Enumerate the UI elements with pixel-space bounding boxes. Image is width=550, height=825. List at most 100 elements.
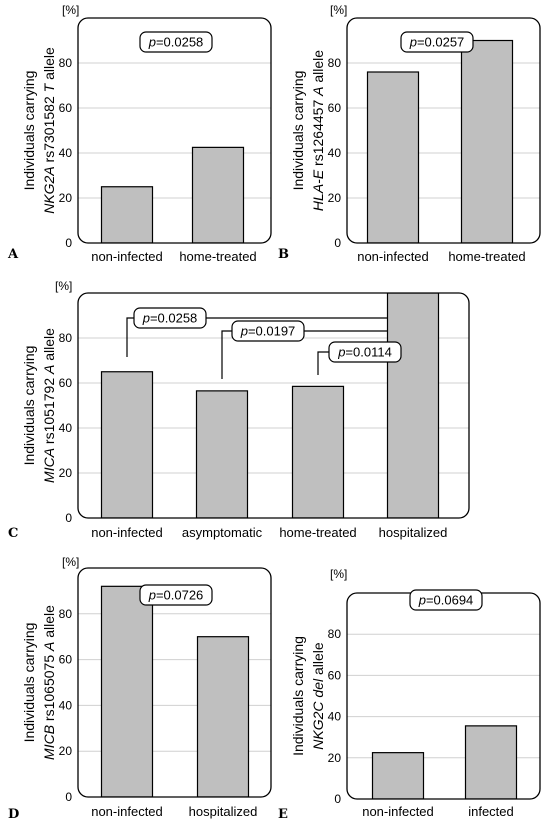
- p-value-label: p=0.0257: [409, 35, 465, 50]
- y-tick-label: 80: [59, 56, 73, 70]
- gene-name: MICB: [41, 725, 57, 760]
- gene-name: NKG2A: [41, 166, 57, 213]
- bar-non-infected: [100, 585, 154, 797]
- x-category-label: non-infected: [91, 249, 163, 264]
- bar-home-treated: [191, 146, 245, 243]
- x-category-label: home-treated: [279, 525, 356, 540]
- p-value-box: [231, 320, 305, 342]
- y-unit-label: [%]: [62, 555, 79, 569]
- x-category-label: asymptomatic: [182, 525, 263, 540]
- y-tick-label: 0: [65, 790, 72, 804]
- p-value-box: [400, 31, 474, 53]
- bar-hospitalized: [196, 636, 250, 797]
- chart-panel-e: 0 20 40 60 80 [%] non-infected infected Individu…: [278, 567, 541, 822]
- y-tick-label: 80: [59, 607, 73, 621]
- p-value-box: [328, 341, 402, 363]
- y-tick-label: 0: [65, 511, 72, 525]
- bar-hospitalized: [386, 293, 440, 518]
- x-category-label: non-infected: [357, 249, 429, 264]
- p-value-label: p=0.0197: [240, 324, 296, 339]
- panel-letter: D: [8, 807, 19, 822]
- p-value-label: p=0.0258: [142, 311, 198, 326]
- bars: [100, 146, 245, 243]
- bar-home-treated: [291, 385, 345, 518]
- p-value-box: [133, 307, 207, 329]
- y-unit-label: [%]: [55, 279, 72, 293]
- y-tick-label: 40: [328, 710, 342, 724]
- chart-panel-d: 0 20 40 60 80 [%] non-infected hospitalized Indi…: [8, 555, 272, 822]
- y-tick-label: 0: [334, 236, 341, 250]
- chart-panel-b: 0 20 40 60 80 [%] non-infected home-treated Indi…: [278, 3, 541, 264]
- y-tick-label: 80: [328, 627, 342, 641]
- bar-home-treated: [460, 39, 514, 243]
- bar-asymptomatic: [195, 390, 249, 518]
- panel-letter: C: [8, 526, 18, 541]
- panel-letter: E: [278, 807, 288, 822]
- plot-frame: [77, 17, 272, 244]
- y-unit-label: [%]: [330, 567, 347, 581]
- y-tick-label: 80: [328, 56, 342, 70]
- y-tick-label: 0: [334, 792, 341, 806]
- bars: [100, 293, 440, 518]
- y-tick-label: 20: [59, 466, 73, 480]
- y-axis-label-line2: MICA rs1051792 A allele: [41, 328, 57, 483]
- x-category-label: home-treated: [448, 249, 525, 264]
- y-tick-label: 60: [59, 376, 73, 390]
- plot-frame: [346, 17, 541, 244]
- p-value-box: [409, 589, 483, 611]
- y-axis-label-line1: Individuals carrying: [21, 623, 37, 743]
- bar-non-infected: [371, 752, 425, 799]
- gene-name: MICA: [41, 448, 57, 483]
- x-category-label: hospitalized: [189, 804, 258, 819]
- y-tick-label: 40: [59, 421, 73, 435]
- y-tick-label: 20: [59, 744, 73, 758]
- p-value-label: p=0.0694: [418, 593, 474, 608]
- y-tick-label: 60: [59, 653, 73, 667]
- x-category-label: home-treated: [179, 249, 256, 264]
- y-tick-label: 60: [328, 668, 342, 682]
- y-tick-label: 40: [59, 146, 73, 160]
- x-category-label: hospitalized: [379, 525, 448, 540]
- y-tick-label: 20: [328, 191, 342, 205]
- y-tick-label: 20: [328, 751, 342, 765]
- p-value-label: p=0.0258: [148, 35, 204, 50]
- gene-name: HLA-E: [310, 169, 326, 211]
- y-axis-label-line2: NKG2A rs7301582 T allele: [41, 47, 57, 214]
- y-tick-label: 0: [65, 236, 72, 250]
- bar-non-infected: [100, 371, 154, 518]
- y-tick-label: 20: [59, 191, 73, 205]
- y-axis-label-line1: Individuals carrying: [21, 71, 37, 191]
- y-axis-label-line2: MICB rs1065075 A allele: [41, 605, 57, 760]
- p-value-box: [139, 584, 213, 606]
- x-category-label: non-infected: [362, 804, 434, 819]
- panel-letter: A: [7, 247, 19, 262]
- x-category-label: infected: [468, 804, 514, 819]
- gene-name: NKG2C: [310, 701, 326, 750]
- panel-letter: B: [278, 247, 289, 262]
- significance-bracket: [126, 317, 388, 357]
- bars: [100, 585, 250, 797]
- bar-non-infected: [366, 71, 420, 243]
- y-unit-label: [%]: [330, 3, 347, 17]
- y-tick-label: 80: [59, 331, 73, 345]
- significance-bracket: [221, 330, 388, 379]
- y-unit-label: [%]: [62, 3, 79, 17]
- chart-panel-c: 0 20 40 60 80 [%] non-infected asymptomatic home…: [8, 279, 470, 541]
- y-tick-label: 40: [328, 146, 342, 160]
- x-category-label: non-infected: [91, 525, 163, 540]
- bar-non-infected: [100, 186, 154, 243]
- y-axis-label-line1: Individuals carrying: [290, 71, 306, 191]
- y-tick-label: 40: [59, 698, 73, 712]
- y-tick-label: 60: [59, 101, 73, 115]
- chart-panel-a: 0 20 40 60 80 [%] non-infected home-treated Indi…: [7, 3, 272, 264]
- y-axis-label-line1: Individuals carrying: [21, 346, 37, 466]
- y-axis-label-line2: NKG2C del allele: [310, 642, 326, 750]
- p-value-label: p=0.0726: [148, 588, 204, 603]
- plot-frame: [77, 567, 272, 798]
- bar-infected: [464, 725, 518, 799]
- bars: [371, 725, 518, 799]
- bars: [366, 39, 514, 243]
- y-axis-label-line2: HLA-E rs1264457 A allele: [310, 50, 326, 211]
- plot-frame: [77, 292, 470, 519]
